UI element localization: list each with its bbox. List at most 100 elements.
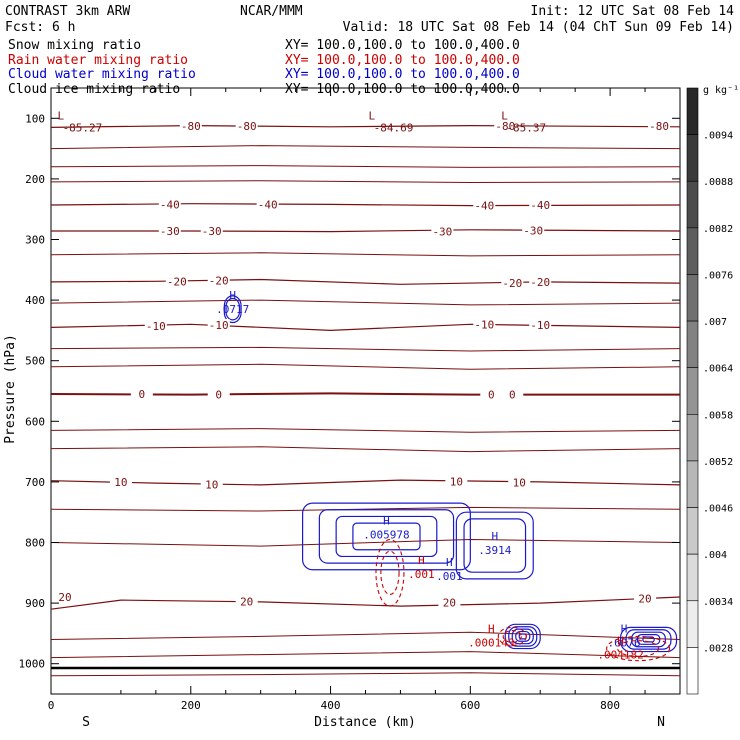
low-value: -85.27 — [63, 122, 103, 135]
forecast-hour: Fcst: 6 h — [5, 20, 75, 35]
center-title: NCAR/MMM — [240, 4, 303, 19]
rain-contour — [497, 626, 527, 647]
isotherm-label-bg — [144, 320, 167, 332]
cloud-water-contour — [225, 297, 241, 321]
isotherm-label-bg — [158, 198, 181, 210]
isotherm-label: -30 — [160, 225, 180, 238]
init-time: Init: 12 UTC Sat 08 Feb 14 — [531, 4, 735, 19]
isotherm-label-bg — [207, 274, 230, 286]
colorbar-swatch — [686, 180, 699, 229]
isotherm-line-minor — [50, 180, 681, 184]
rain-contour — [375, 538, 405, 607]
model-title: CONTRAST 3km ARW — [5, 4, 130, 19]
y-tick-label: 100 — [25, 112, 45, 125]
isotherm-label: 20 — [443, 596, 456, 609]
isotherm-label: -10 — [530, 319, 550, 332]
cloud-water-contour — [302, 502, 471, 571]
isotherm-label: -30 — [202, 225, 222, 238]
colorbar-tick-label: .007 — [703, 317, 727, 328]
colorbar-swatch — [686, 367, 699, 415]
colorbar-swatch — [686, 553, 699, 602]
isotherm-line — [50, 124, 681, 128]
valid-time: Valid: 18 UTC Sat 08 Feb 14 (04 ChT Sun … — [343, 20, 734, 35]
isotherm-label: -80 — [237, 120, 257, 133]
colorbar-swatch — [686, 460, 699, 508]
cloud-water-contour — [504, 623, 541, 650]
isotherm-label: 10 — [513, 477, 526, 490]
x-tick-label: 400 — [321, 699, 341, 712]
isotherm-label: -40 — [530, 199, 550, 212]
isotherm-label-bg — [508, 476, 531, 488]
isotherm-label: 0 — [139, 388, 146, 401]
rain-max-marker: H — [488, 622, 495, 635]
cloud-water-max-value: .0717 — [216, 303, 249, 316]
isotherm-label-bg — [480, 388, 503, 400]
y-tick-label: 600 — [25, 415, 45, 428]
colorbar-tick-label: .0052 — [703, 457, 733, 468]
isotherm-label-bg — [200, 478, 223, 490]
contour-label-layer: -80 -80 -80 -80-40 -40 -40 -40-30 -30 -30 -30-20-… — [53, 110, 671, 609]
colorbar-tick-label: .0088 — [703, 177, 733, 188]
cloud-water-max-marker: H — [229, 289, 236, 302]
colorbar-tick-label: .0064 — [703, 364, 733, 375]
cloud-water-contour — [318, 509, 455, 564]
isotherm-label: 20 — [58, 591, 71, 604]
rain-max-value: .001 — [408, 568, 435, 581]
isotherm-line-minor — [50, 299, 681, 306]
field-name-cloud-ice: Cloud ice mixing ratio — [8, 82, 180, 97]
field-xy-snow: XY= 100.0,100.0 to 100.0,400.0 — [285, 38, 520, 53]
isotherm-label: 0 — [509, 389, 516, 402]
cloud-water-max-marker: H — [383, 515, 390, 528]
isotherm-label: -80 — [495, 120, 515, 133]
field-name-cloud-water: Cloud water mixing ratio — [8, 67, 196, 82]
isotherm-label: 20 — [240, 595, 253, 608]
cloud-water-contour — [619, 626, 678, 653]
colorbar-tick-label: .0034 — [703, 597, 733, 608]
isotherm-label: -30 — [432, 226, 452, 239]
colorbar: .0094 .0088 .0082 .0076 .007 .0064 .0058 .0052.… — [686, 87, 733, 695]
cloud-water-max-value: .001 — [436, 570, 463, 583]
colorbar-swatch — [686, 507, 699, 555]
isotherm-label-bg — [529, 275, 552, 287]
rain-max-value: .000143 — [468, 636, 514, 649]
isotherm-label-bg — [165, 275, 188, 287]
colorbar-swatch — [686, 87, 699, 135]
colorbar-swatch — [686, 647, 699, 695]
cloud-water-contour — [636, 634, 661, 645]
rain-contour — [617, 640, 660, 657]
cloud-water-contour — [511, 628, 534, 645]
x-axis-title: Distance (km) — [314, 715, 416, 730]
isotherm-label: -10 — [146, 320, 166, 333]
x-tick-label: 0 — [48, 699, 55, 712]
field-name-rain: Rain water mixing ratio — [8, 53, 188, 68]
isotherm-line-minor — [50, 165, 681, 168]
cloud-water-contour — [335, 515, 438, 558]
cloud-water-contour — [515, 630, 531, 642]
y-axis-title: Pressure (hPa) — [3, 334, 18, 444]
isotherm-label: -20 — [530, 276, 550, 289]
isotherm-line-minor — [50, 672, 681, 677]
isotherm-label-bg — [494, 120, 517, 132]
x-tick-label: 200 — [181, 699, 201, 712]
isotherm-label-bg — [529, 198, 552, 210]
y-tick-label: 1000 — [19, 658, 46, 671]
colorbar-tick-label: .0076 — [703, 270, 733, 281]
y-tick-label: 500 — [25, 355, 45, 368]
isotherm-label: -20 — [502, 277, 522, 290]
isotherm-line — [50, 596, 681, 610]
cloud-water-max-marker: H — [446, 556, 453, 569]
y-tick-label: 700 — [25, 476, 45, 489]
y-tick-label: 300 — [25, 234, 45, 247]
rain-max-marker: H — [617, 635, 624, 648]
rain-contour — [606, 635, 671, 662]
field-xy-rain: XY= 100.0,100.0 to 100.0,400.0 — [285, 53, 520, 68]
isotherm-label: 0 — [488, 389, 495, 402]
y-tick-label: 800 — [25, 537, 45, 550]
isotherm-label-bg — [130, 388, 153, 400]
isotherm-label-bg — [179, 120, 202, 132]
cloud-water-max-value: .3914 — [478, 544, 511, 557]
y-tick-label: 400 — [25, 294, 45, 307]
isotherm-label-bg — [634, 592, 657, 604]
